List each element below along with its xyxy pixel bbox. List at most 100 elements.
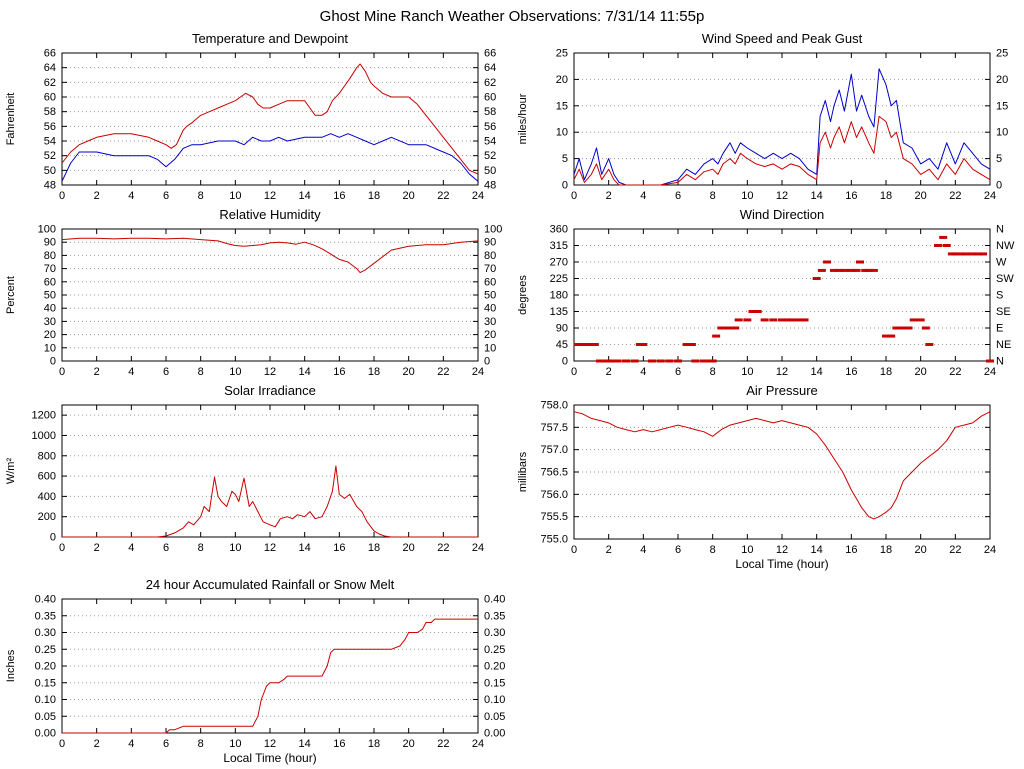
x-tick-label: 6	[163, 542, 169, 554]
x-tick-label: 4	[640, 190, 646, 202]
y-tick-label: 757.0	[540, 444, 568, 456]
x-tick-label: 6	[675, 544, 681, 556]
x-tick-label: 12	[776, 544, 788, 556]
x-tick-label: 4	[128, 542, 134, 554]
plot-border	[573, 52, 991, 186]
x-tick-label: 24	[472, 738, 484, 750]
x-tick-label: 16	[845, 544, 857, 556]
x-tick-label: 6	[163, 738, 169, 750]
chart-cell-relative-humidity: 0 2 4 6 8 10 12 14 16 18 20 22 24 0 0 10 10 20 20 30 30 40 40 5…	[0, 205, 512, 381]
y-tick-label-right: 60	[484, 276, 496, 288]
x-tick-label: 22	[949, 366, 961, 378]
y-tick-label-right: E	[996, 323, 1003, 335]
x-tick-label: 22	[437, 542, 449, 554]
series-line	[573, 411, 991, 520]
y-tick-label-right: SE	[996, 306, 1011, 318]
x-tick-label: 4	[128, 190, 134, 202]
y-tick-label: 0	[50, 532, 56, 544]
x-tick-label: 10	[229, 738, 241, 750]
y-tick-label: 800	[38, 450, 56, 462]
x-tick-label: 6	[675, 190, 681, 202]
x-tick-label: 24	[984, 544, 996, 556]
y-tick-label: 757.5	[540, 422, 568, 434]
x-tick-label: 18	[880, 190, 892, 202]
y-tick-label-right: 0.35	[484, 610, 505, 622]
x-tick-label: 20	[403, 542, 415, 554]
y-tick-label: 62	[44, 77, 56, 89]
x-tick-label: 18	[880, 366, 892, 378]
y-tick-label: 0.15	[35, 677, 56, 689]
x-tick-label: 2	[94, 366, 100, 378]
y-tick-label-right: 58	[484, 106, 496, 118]
y-tick-label: 52	[44, 150, 56, 162]
x-tick-label: 10	[741, 190, 753, 202]
x-tick-label: 2	[606, 366, 612, 378]
y-tick-label: 1200	[32, 410, 56, 422]
y-tick-label-right: 25	[996, 48, 1008, 60]
y-tick-label: 270	[550, 257, 568, 269]
x-tick-label: 6	[163, 190, 169, 202]
y-tick-label-right: 54	[484, 136, 496, 148]
chart-cell-accumulated-rainfall: 0 2 4 6 8 10 12 14 16 18 20 22 24 0.00 0.00 0.05 0.05 0.1…	[0, 575, 512, 769]
x-tick-label: 4	[128, 366, 134, 378]
x-tick-label: 2	[94, 542, 100, 554]
x-tick-label: 4	[640, 366, 646, 378]
y-tick-label: 0	[562, 180, 568, 192]
x-tick-label: 0	[59, 542, 65, 554]
x-tick-label: 0	[571, 544, 577, 556]
series-line	[62, 465, 478, 538]
y-tick-label-right: 50	[484, 290, 496, 302]
y-tick-label-right: NW	[996, 240, 1015, 252]
y-tick-label: 200	[38, 511, 56, 523]
chart-title: Wind Speed and Peak Gust	[702, 31, 863, 46]
y-tick-label-right: 56	[484, 121, 496, 133]
y-tick-label-right: 10	[996, 127, 1008, 139]
y-tick-label-right: SW	[996, 273, 1014, 285]
chart-title: Wind Direction	[740, 207, 825, 222]
x-tick-label: 22	[949, 544, 961, 556]
y-axis-label: Inches	[5, 649, 17, 682]
y-tick-label-right: 15	[996, 100, 1008, 112]
x-tick-label: 12	[264, 190, 276, 202]
x-tick-label: 20	[915, 544, 927, 556]
chart-solar-irradiance: 0 2 4 6 8 10 12 14 16 18 20 22 240200400600800100012…	[5, 383, 484, 554]
chart-cell-air-pressure: 0 2 4 6 8 10 12 14 16 18 20 22 24 755.0 755.5 756.0 756.…	[512, 381, 1024, 575]
x-tick-label: 22	[437, 190, 449, 202]
y-axis-label: degrees	[517, 275, 529, 315]
y-tick-label: 180	[550, 290, 568, 302]
y-tick-label: 0.20	[35, 661, 56, 673]
y-tick-label: 58	[44, 106, 56, 118]
x-tick-label: 10	[229, 366, 241, 378]
x-tick-label: 24	[984, 190, 996, 202]
x-tick-label: 8	[198, 542, 204, 554]
y-tick-label: 64	[44, 62, 56, 74]
x-tick-label: 12	[264, 542, 276, 554]
x-tick-label: 16	[845, 190, 857, 202]
y-tick-label: 25	[556, 48, 568, 60]
x-tick-label: 4	[128, 738, 134, 750]
y-tick-label: 10	[556, 127, 568, 139]
y-tick-label: 20	[44, 329, 56, 341]
y-tick-label-right: S	[996, 290, 1003, 302]
x-tick-label: 14	[299, 190, 311, 202]
y-tick-label-right: 0.00	[484, 728, 505, 740]
x-tick-label: 8	[710, 190, 716, 202]
plot-border	[61, 52, 479, 186]
chart-cell-wind-speed-gust: 0 2 4 6 8 10 12 14 16 18 20 22 24 0 0 5 5 10 10 15 15 20 20 25 2…	[512, 29, 1024, 205]
y-tick-label: 60	[44, 92, 56, 104]
x-tick-label: 18	[368, 190, 380, 202]
y-tick-label-right: 64	[484, 62, 496, 74]
y-tick-label: 0.10	[35, 694, 56, 706]
x-tick-label: 20	[915, 366, 927, 378]
chart-title: Air Pressure	[746, 383, 818, 398]
y-tick-label-right: N	[996, 224, 1004, 236]
y-tick-label-right: 48	[484, 180, 496, 192]
x-tick-label: 16	[845, 366, 857, 378]
x-axis-label: Local Time (hour)	[223, 751, 316, 765]
x-tick-label: 10	[229, 542, 241, 554]
x-tick-label: 6	[675, 366, 681, 378]
x-axis-label: Local Time (hour)	[735, 557, 828, 571]
y-axis-label: miles/hour	[517, 93, 529, 144]
y-tick-label: 80	[44, 250, 56, 262]
